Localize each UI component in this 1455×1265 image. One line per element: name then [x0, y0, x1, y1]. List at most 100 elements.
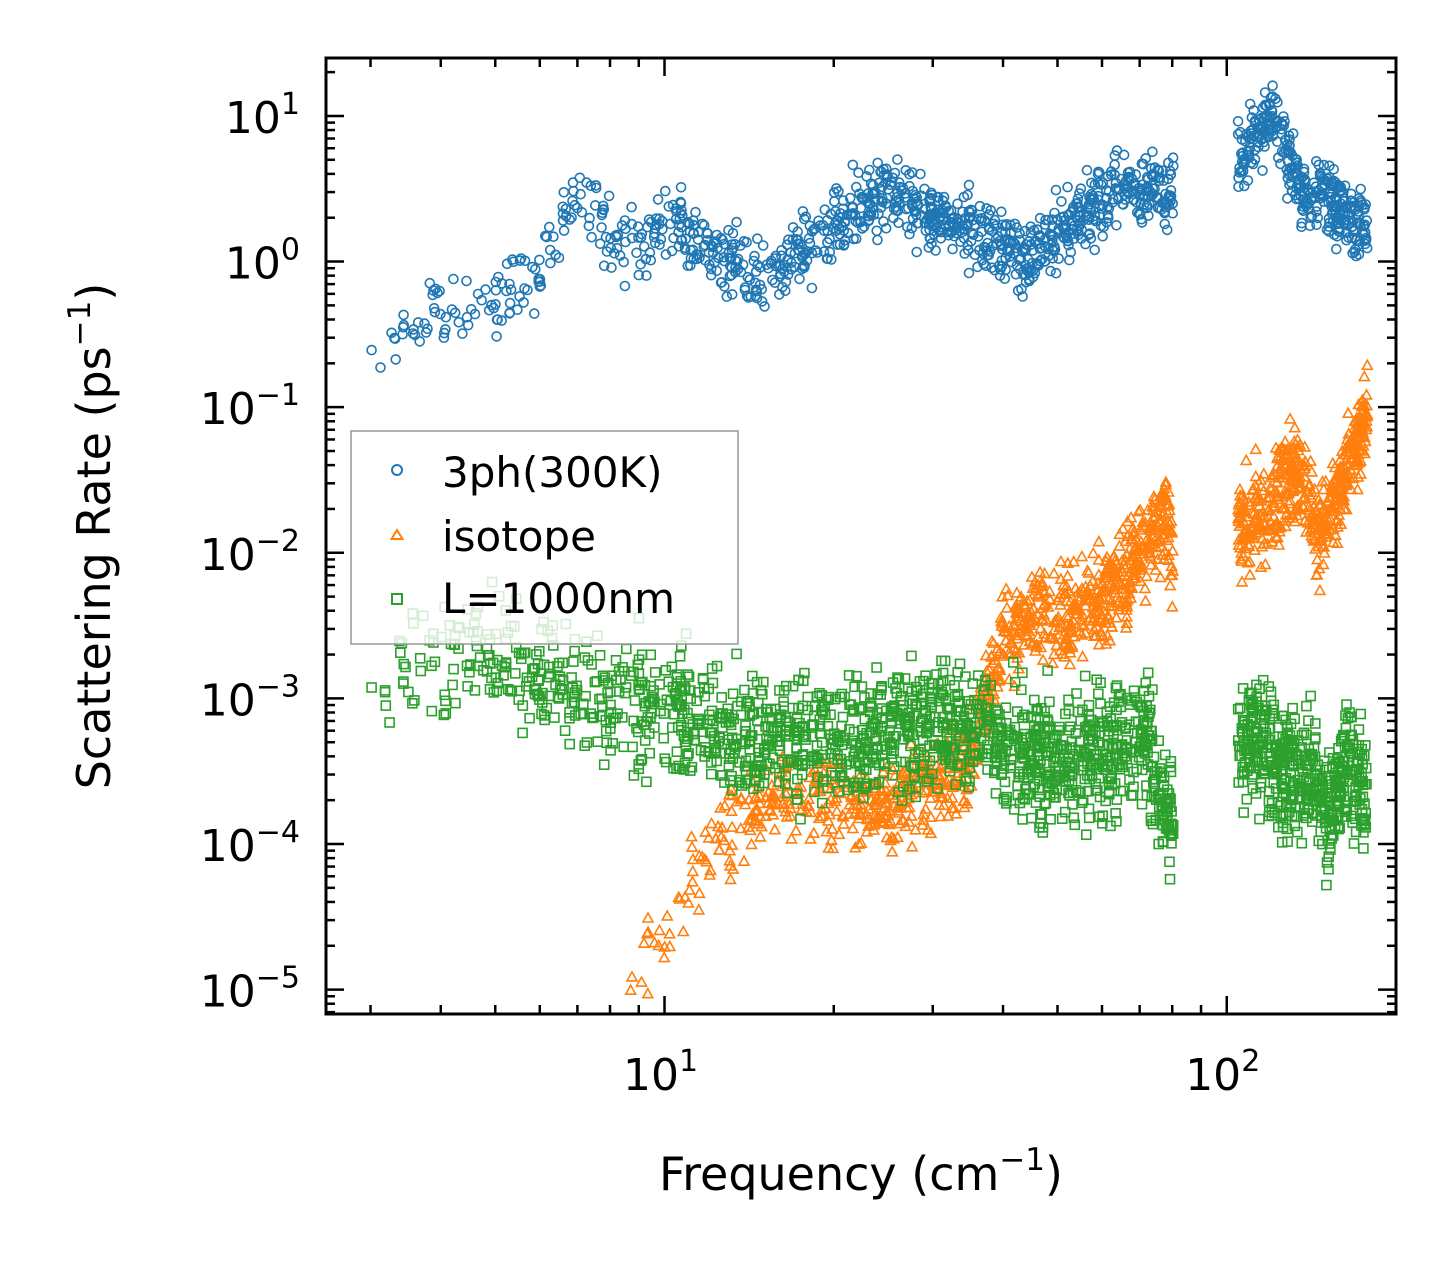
data-point: [637, 936, 651, 949]
data-point: [439, 689, 451, 701]
data-point: [1330, 200, 1341, 211]
data-point: [975, 732, 987, 744]
data-point: [1282, 144, 1294, 156]
data-point: [789, 730, 800, 742]
data-point: [1246, 520, 1260, 533]
data-point: [1142, 667, 1154, 679]
data-point: [1338, 791, 1350, 802]
data-point: [723, 247, 735, 259]
data-point: [695, 850, 709, 862]
data-point: [1156, 772, 1167, 784]
data-point: [660, 909, 674, 921]
data-point: [1257, 467, 1271, 479]
data-point: [845, 209, 857, 220]
data-point: [514, 291, 525, 302]
data-point: [1018, 614, 1032, 627]
data-point: [579, 652, 591, 663]
data-point: [1277, 821, 1289, 833]
data-point: [606, 262, 617, 273]
data-point: [1262, 739, 1273, 751]
data-point: [981, 719, 993, 731]
data-point: [1009, 644, 1023, 656]
data-point: [742, 271, 754, 283]
data-point: [731, 648, 742, 660]
data-point: [1323, 226, 1335, 237]
data-point: [1346, 471, 1360, 484]
data-point: [1254, 494, 1268, 506]
data-point: [447, 679, 458, 691]
data-point: [796, 263, 808, 275]
data-point: [386, 327, 397, 339]
data-point: [1286, 791, 1297, 803]
data-point: [850, 233, 862, 244]
data-point: [564, 706, 575, 718]
data-point: [999, 776, 1011, 788]
data-point: [1324, 160, 1335, 172]
data-point: [517, 727, 528, 739]
data-point: [1243, 554, 1257, 567]
data-point: [932, 783, 943, 794]
data-point: [1305, 690, 1316, 702]
data-point: [1022, 712, 1034, 724]
data-point: [1239, 453, 1253, 466]
data-point: [1130, 716, 1142, 727]
data-point: [958, 741, 970, 753]
data-point: [1110, 556, 1123, 569]
data-point: [1282, 836, 1293, 847]
data-point: [608, 712, 619, 724]
data-point: [1116, 600, 1130, 612]
data-point: [753, 830, 767, 842]
data-point: [1096, 203, 1108, 215]
data-point: [886, 177, 898, 188]
data-point: [1268, 467, 1281, 480]
data-point: [652, 194, 664, 205]
data-point: [515, 653, 527, 665]
data-point: [906, 761, 917, 772]
data-point: [538, 710, 550, 721]
data-point: [1162, 548, 1176, 561]
data-point: [548, 231, 559, 242]
data-point: [1049, 614, 1063, 627]
data-point: [885, 830, 898, 843]
data-point: [937, 690, 949, 701]
data-point: [767, 274, 778, 286]
data-point: [748, 814, 761, 826]
data-point: [1054, 572, 1068, 584]
data-point: [1063, 694, 1074, 706]
data-point: [1104, 725, 1115, 737]
data-point: [579, 740, 591, 752]
data-point: [407, 328, 419, 339]
data-point: [1237, 147, 1249, 158]
data-point: [1166, 544, 1180, 556]
data-point: [1009, 730, 1020, 742]
data-point: [1038, 631, 1052, 643]
data-point: [1332, 468, 1346, 480]
data-point: [913, 746, 924, 758]
data-point: [996, 647, 1010, 659]
data-point: [760, 703, 772, 715]
data-point: [1047, 647, 1061, 660]
data-point: [428, 285, 439, 296]
data-point: [763, 734, 775, 746]
data-point: [980, 242, 992, 254]
data-point: [1092, 553, 1106, 565]
data-point: [916, 813, 930, 825]
data-point: [375, 362, 386, 373]
data-point: [1166, 837, 1177, 849]
data-point: [1147, 818, 1159, 830]
data-point: [1025, 637, 1039, 649]
data-point: [992, 231, 1004, 242]
data-point: [867, 187, 879, 198]
data-point: [1348, 838, 1360, 849]
data-point: [1086, 546, 1100, 559]
data-point: [1064, 742, 1075, 753]
data-point: [635, 677, 647, 688]
data-point: [1360, 409, 1374, 422]
data-point: [1255, 777, 1267, 789]
data-point: [721, 291, 733, 302]
data-point: [718, 238, 730, 250]
data-point: [1142, 540, 1155, 552]
data-point: [807, 826, 821, 839]
data-point: [985, 656, 999, 668]
data-point: [843, 756, 855, 767]
